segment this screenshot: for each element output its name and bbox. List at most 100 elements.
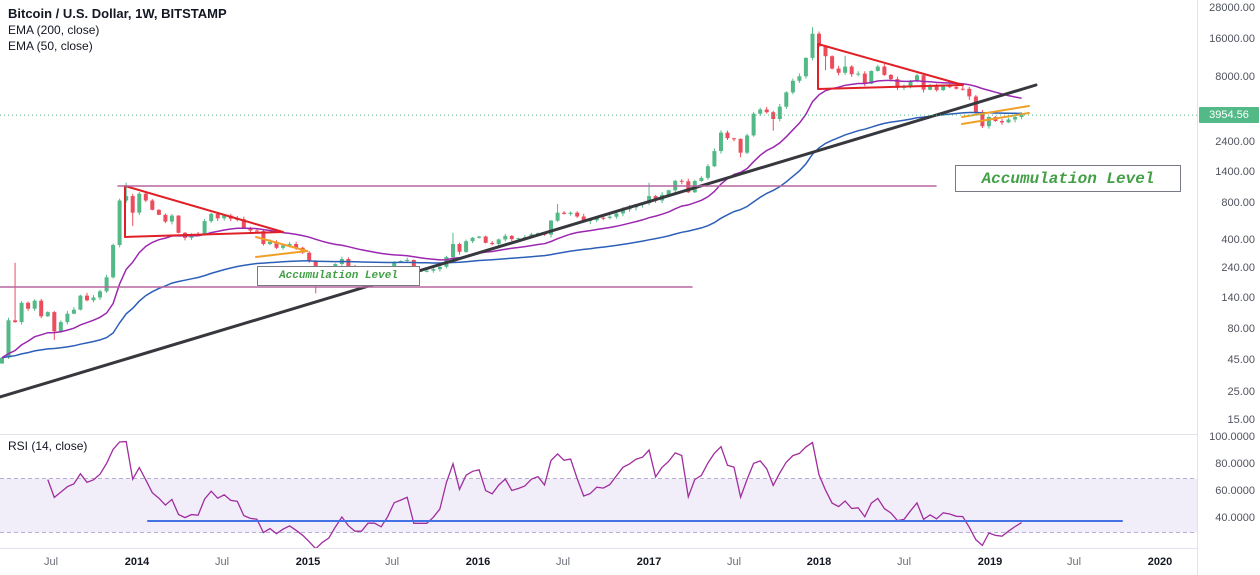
candle-body [555,212,560,221]
long-term-support-trendline[interactable] [0,83,1038,399]
candle-body [411,260,416,271]
price-tick: 25.00 [1227,386,1255,398]
pennant-2019[interactable] [961,105,1030,125]
candle-body [712,151,717,167]
candle-body [6,320,11,358]
candle-body [836,68,841,73]
time-label: Jul [214,556,230,568]
price-tick: 16000.00 [1209,33,1255,45]
candle-body [967,88,972,97]
candle-body [614,213,619,217]
time-label: 2018 [806,556,832,568]
candle-body [143,193,148,201]
candle-body [58,322,63,332]
candle-body [176,215,181,233]
price-pane[interactable]: Bitcoin / U.S. Dollar, 1W, BITSTAMP EMA … [0,0,1197,434]
candle-body [895,79,900,88]
candle-body [594,217,599,221]
symbol-title[interactable]: Bitcoin / U.S. Dollar, 1W, BITSTAMP [8,6,227,21]
time-label: 2015 [295,556,321,568]
candle-body [1006,119,1011,123]
rsi-chart-canvas [0,440,1197,548]
pennant-2015[interactable] [255,236,308,258]
ema200-legend[interactable]: EMA (200, close) [8,23,100,37]
candle-body [137,193,142,213]
candle-body [856,73,861,75]
candle-body [921,75,926,90]
candle-body [699,177,704,181]
pennant-2019-line[interactable] [961,105,1030,118]
price-axis[interactable]: 3954.56 28000.00 16000.00 8000.00 2400.00 14… [1197,0,1260,575]
candle-body [810,33,815,58]
candle-body [686,181,691,193]
candle-body [0,357,4,364]
candle-body [261,231,266,244]
time-label: Jul [1066,556,1082,568]
candle-body [274,241,279,248]
candle-body [268,241,272,244]
time-label: 2020 [1147,556,1173,568]
candle-body [777,106,782,119]
candle-body [830,56,835,69]
time-label: Jul [726,556,742,568]
candle-body [457,244,462,252]
candle-body [620,209,625,214]
long-term-support-trendline-line[interactable] [0,83,1038,399]
descending-triangle-2014-shape[interactable] [124,185,284,238]
descending-triangle-2018[interactable] [817,43,964,90]
candle-body [71,309,76,314]
price-tick: 140.00 [1221,292,1255,304]
ema-200-line[interactable] [1,111,1022,359]
ema-50-line[interactable] [1,79,1022,359]
price-tick: 400.00 [1221,234,1255,246]
candle-body [496,239,501,244]
current-price-label: 3954.56 [1199,107,1259,123]
price-tick: 45.00 [1227,354,1255,366]
candle-body [117,200,122,245]
candle-body [869,70,874,84]
candle-body [202,221,207,236]
candle-body [477,236,482,238]
candle-body [215,213,220,219]
time-axis[interactable]: Jul 2014 Jul 2015 Jul 2016 Jul 2017 Jul 2018 Jul 20… [0,548,1197,575]
candle-body [254,230,259,232]
candle-body [19,302,24,323]
candle-body [130,196,135,213]
rsi-tick: 80.0000 [1215,458,1255,470]
candle-body [915,75,919,81]
rsi-legend[interactable]: RSI (14, close) [8,439,88,453]
accumulation-level-label-2019[interactable]: Accumulation Level [955,165,1181,192]
candle-body [1000,121,1004,123]
candle-body [26,302,31,309]
candle-body [1013,117,1018,120]
candle-body [111,245,116,278]
pennant-2015-line[interactable] [255,236,308,252]
rsi-tick: 40.0000 [1215,512,1255,524]
price-tick: 15.00 [1227,414,1255,426]
descending-triangle-2018-shape[interactable] [817,43,964,90]
price-tick: 2400.00 [1215,136,1255,148]
pennant-2019-line[interactable] [961,112,1030,125]
time-label: 2016 [465,556,491,568]
rsi-pane[interactable]: RSI (14, close) [0,434,1197,549]
time-label: Jul [384,556,400,568]
accumulation-level-label-2015[interactable]: Accumulation Level [257,266,420,286]
candle-body [437,266,442,270]
descending-triangle-2014[interactable] [124,185,284,238]
candle-body [470,237,475,242]
candle-body [823,46,828,57]
candle-body [849,66,854,75]
candle-body [803,57,808,77]
candle-body [862,73,867,84]
candle-body [45,312,50,317]
rsi-tick: 60.0000 [1215,485,1255,497]
ema50-legend[interactable]: EMA (50, close) [8,39,93,53]
candle-body [241,219,246,229]
candle-body [509,235,514,240]
candle-body [562,212,567,214]
pennant-2015-line[interactable] [255,250,308,258]
time-label: 2017 [636,556,662,568]
candle-body [91,297,96,301]
candle-body [568,212,573,214]
